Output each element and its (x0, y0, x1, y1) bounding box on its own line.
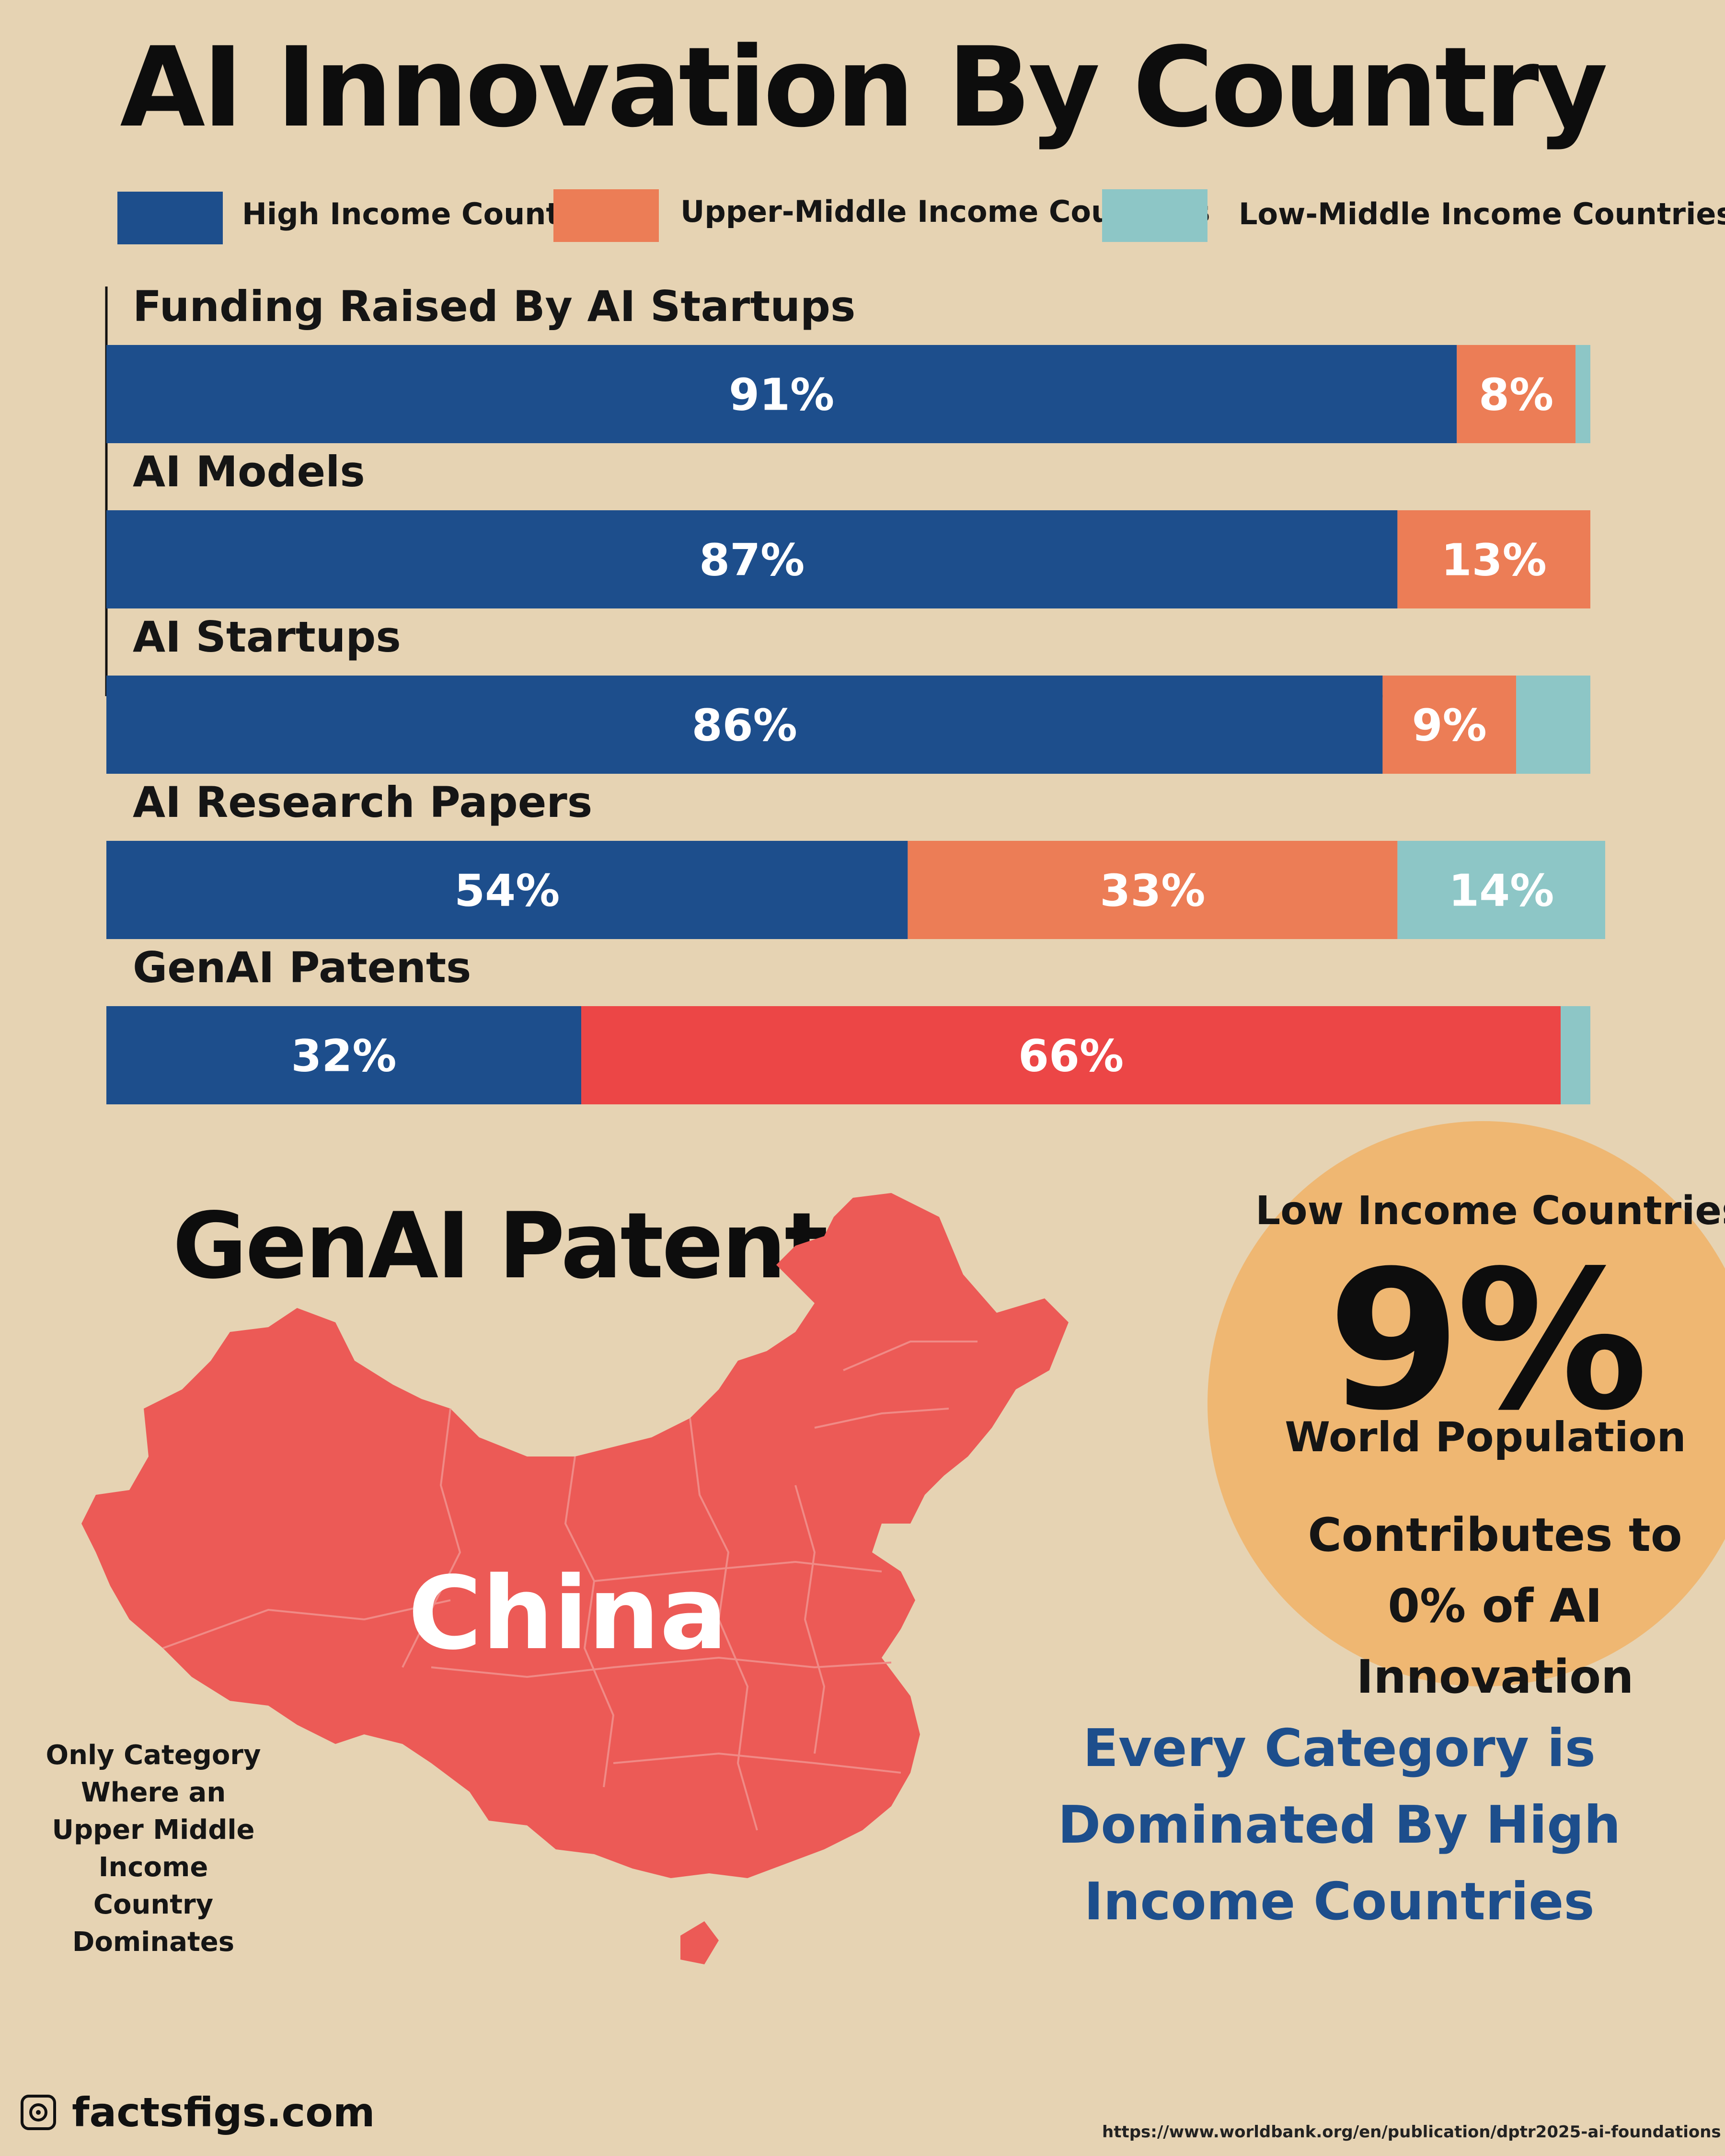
bar-value-label: 14% (1449, 865, 1554, 917)
callout-circle (1208, 1121, 1725, 1686)
legend-swatch-high-income (117, 192, 223, 244)
category-label: AI Models (133, 447, 365, 496)
bar-segment (106, 676, 1383, 774)
category-label: AI Startups (133, 612, 401, 662)
brand[interactable]: factsfigs.com (19, 2089, 375, 2136)
callout-value: 9% (1327, 1230, 1648, 1453)
bar-segment (106, 841, 908, 939)
bar-value-label: 66% (1018, 1031, 1124, 1082)
province-border (613, 1752, 901, 1774)
province-border (564, 1456, 615, 1788)
legend-swatch-low-middle-income (1102, 189, 1208, 242)
bar-segment (106, 345, 1457, 443)
bar-segment (908, 841, 1398, 939)
province-border (689, 1418, 758, 1831)
province-border (794, 1485, 826, 1754)
bar-value-label: 9% (1412, 700, 1487, 751)
china-map: China (81, 1193, 1069, 1964)
bar-segment (1516, 676, 1590, 774)
bar-segment (106, 510, 1398, 608)
map-note: Only Category Where an Upper Middle Inco… (46, 1740, 261, 1958)
bar-value-label: 87% (699, 535, 805, 586)
province-borders (162, 1341, 978, 1831)
bar-value-label: 13% (1441, 535, 1547, 586)
bar-segment (581, 1006, 1561, 1104)
conclusion-text: Every Category is Dominated By High Inco… (1058, 1719, 1621, 1932)
bar-segment (106, 1006, 582, 1104)
callout-subheading: World Population (1285, 1413, 1686, 1461)
province-border (402, 1408, 461, 1668)
brand-name: factsfigs.com (72, 2089, 375, 2136)
bar-value-label: 32% (291, 1031, 396, 1082)
province-border (814, 1408, 949, 1429)
stacked-bar-chart: Funding Raised By AI Startups 91% 8% AI Mod… (105, 282, 1605, 1104)
brand-logo-icon (21, 2095, 56, 2130)
province-border (431, 1656, 892, 1678)
legend-swatch-upper-middle-income (553, 189, 659, 242)
province-border (594, 1560, 882, 1582)
category-label: Funding Raised By AI Startups (133, 282, 855, 331)
bar-segment (1576, 345, 1590, 443)
province-border (843, 1341, 978, 1371)
category-label: GenAI Patents (133, 943, 471, 992)
bar-value-label: 86% (692, 700, 797, 751)
callout-heading: Low Income Countries (1255, 1188, 1725, 1234)
bar-segment (1457, 345, 1576, 443)
hainan-shape (680, 1921, 719, 1964)
map-title: GenAI Patents (172, 1193, 880, 1299)
legend-label-low-middle-income: Low-Middle Income Countries (1239, 196, 1725, 231)
category-label: AI Research Papers (133, 778, 592, 827)
bar-segment (1382, 676, 1517, 774)
bar-segment (1397, 841, 1605, 939)
bar-value-label: 54% (454, 865, 560, 917)
bar-segment (1561, 1006, 1590, 1104)
page-title: AI Innovation By Country (120, 24, 1608, 152)
callout-text: Contributes to 0% of AI Innovation (1308, 1508, 1682, 1704)
chart-marks: Funding Raised By AI Startups 91% 8% AI Mod… (106, 282, 1605, 1104)
bar-value-label: 91% (729, 369, 834, 421)
bar-value-label: 33% (1100, 865, 1205, 917)
source-link[interactable]: https://www.worldbank.org/en/publication… (1102, 2122, 1721, 2142)
bar-segment (1397, 510, 1590, 608)
province-border (162, 1599, 451, 1649)
map-country-label: China (408, 1555, 728, 1672)
bar-value-label: 8% (1479, 369, 1553, 421)
